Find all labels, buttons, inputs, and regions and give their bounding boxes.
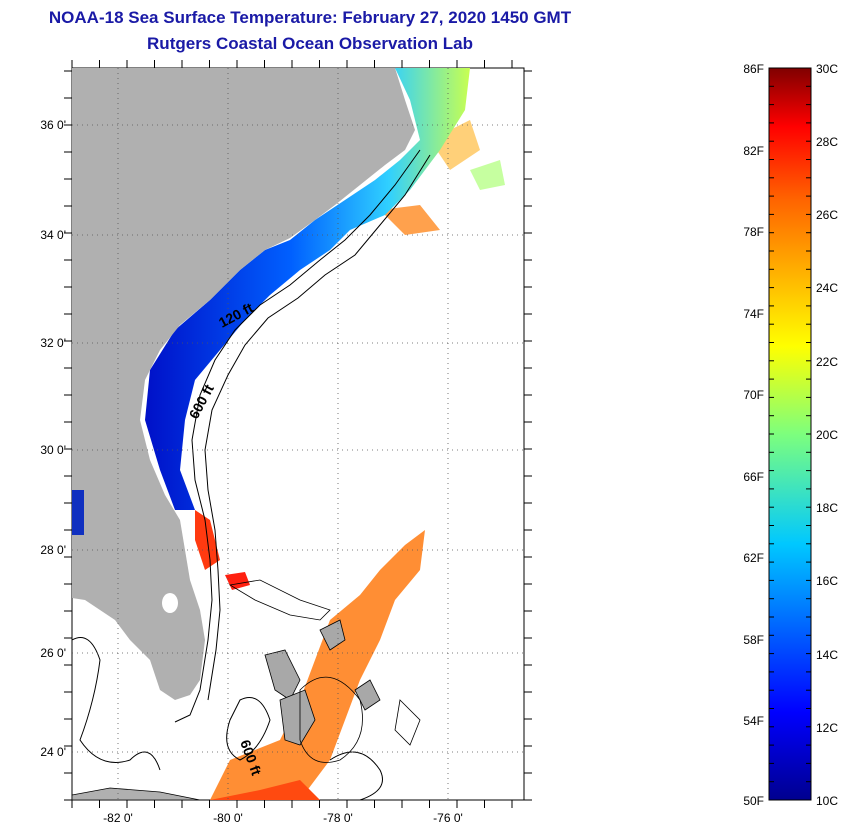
graticule	[72, 68, 524, 800]
f-label: 70F	[743, 388, 764, 402]
axis-ticks	[64, 60, 532, 808]
c-label: 20C	[816, 428, 838, 442]
f-label: 50F	[743, 794, 764, 808]
celsius-scale: 30C 28C 26C 24C 22C 20C 18C 16C 14C 12C …	[816, 62, 838, 808]
map-panel: 120 ft 600 ft 600 ft	[71, 67, 525, 801]
map-subtitle: Rutgers Coastal Ocean Observation Lab	[147, 34, 473, 53]
c-label: 28C	[816, 135, 838, 149]
lat-label: 36 0'	[40, 118, 66, 132]
lon-label: -80 0'	[213, 811, 243, 825]
lon-label: -76 0'	[433, 811, 463, 825]
land-cuba	[72, 787, 201, 800]
c-label: 22C	[816, 355, 838, 369]
f-label: 86F	[743, 62, 764, 76]
f-label: 66F	[743, 470, 764, 484]
f-label: 58F	[743, 633, 764, 647]
land-us-southeast	[72, 68, 415, 700]
c-label: 18C	[816, 501, 838, 515]
lon-label: -78 0'	[323, 811, 353, 825]
bahamas-islands	[228, 579, 421, 763]
lat-label: 34 0'	[40, 228, 66, 242]
lat-label: 28 0'	[40, 543, 66, 557]
latitude-axis: 36 0' 34 0' 32 0' 30 0' 28 0' 26 0' 24 0…	[40, 118, 66, 759]
f-label: 74F	[743, 307, 764, 321]
c-label: 24C	[816, 281, 838, 295]
longitude-axis: -82 0' -80 0' -78 0' -76 0'	[103, 811, 463, 825]
lat-label: 30 0'	[40, 443, 66, 457]
f-label: 54F	[743, 714, 764, 728]
lat-label: 26 0'	[40, 646, 66, 660]
lon-label: -82 0'	[103, 811, 133, 825]
c-label: 16C	[816, 574, 838, 588]
c-label: 26C	[816, 208, 838, 222]
f-label: 62F	[743, 551, 764, 565]
gulf-water-patch	[72, 490, 84, 535]
lat-label: 24 0'	[40, 745, 66, 759]
f-label: 78F	[743, 225, 764, 239]
map-title: NOAA-18 Sea Surface Temperature: Februar…	[48, 8, 572, 27]
c-label: 14C	[816, 648, 838, 662]
f-label: 82F	[743, 144, 764, 158]
warm-water-area	[195, 120, 505, 800]
c-label: 12C	[816, 721, 838, 735]
bathymetry-contours	[72, 149, 431, 800]
c-label: 10C	[816, 794, 838, 808]
colorbar: 86F 82F 78F 74F 70F 66F 62F 58F 54F 50F …	[743, 62, 838, 808]
c-label: 30C	[816, 62, 838, 76]
lake-okeechobee	[162, 593, 178, 613]
cold-coastal-water	[145, 68, 470, 510]
colorbar-gradient	[768, 67, 812, 801]
fahrenheit-scale: 86F 82F 78F 74F 70F 66F 62F 58F 54F 50F	[743, 62, 764, 808]
lat-label: 32 0'	[40, 336, 66, 350]
